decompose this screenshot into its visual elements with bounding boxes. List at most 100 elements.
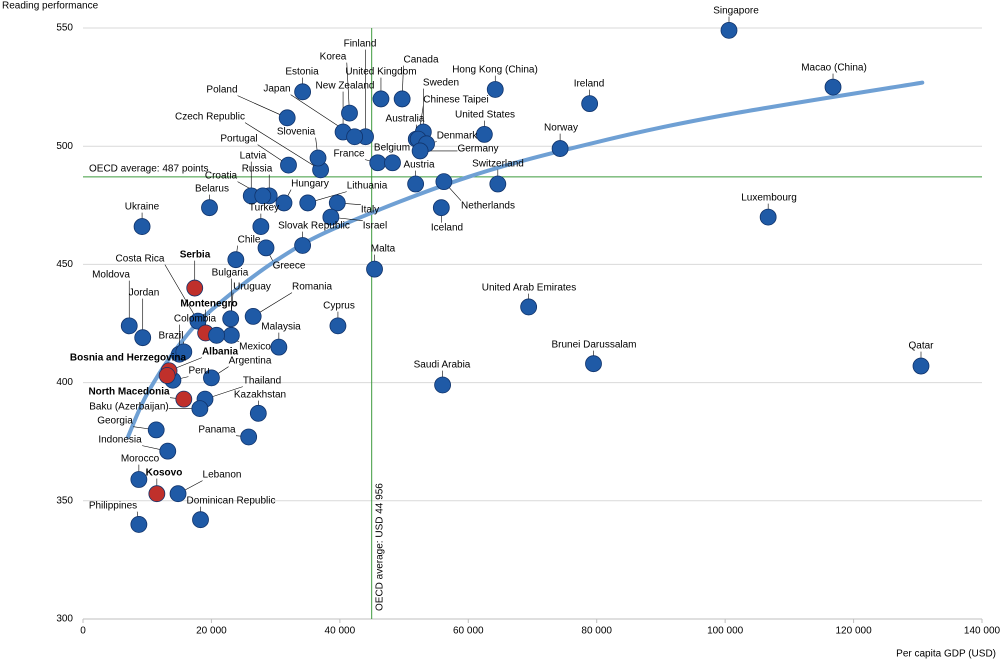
point-label: Latvia <box>240 151 267 162</box>
data-point <box>254 187 272 205</box>
point-label: Russia <box>242 164 273 175</box>
point-label: Lithuania <box>347 181 388 192</box>
data-point <box>244 308 262 325</box>
data-point <box>252 218 270 235</box>
data-point <box>280 156 297 174</box>
point-label: Cyprus <box>323 301 355 312</box>
y-tick-label: 500 <box>56 141 73 152</box>
data-point <box>486 81 504 98</box>
point-label: Portugal <box>220 134 257 145</box>
data-point <box>329 317 347 335</box>
data-point <box>192 511 209 529</box>
data-point <box>134 329 152 347</box>
data-point <box>407 175 425 193</box>
x-tick-label: 120 000 <box>835 626 872 637</box>
point-label: Peru <box>188 366 209 377</box>
point-label: Montenegro <box>180 299 237 310</box>
data-point <box>294 83 312 101</box>
point-label: Croatia <box>205 171 238 182</box>
point-label: Brunei Darussalam <box>551 340 636 351</box>
data-point <box>158 367 176 384</box>
point-label: Morocco <box>121 454 160 465</box>
data-point <box>299 194 317 212</box>
point-label: Japan <box>263 84 290 95</box>
data-point <box>208 326 225 344</box>
x-tick-label: 60 000 <box>453 626 484 637</box>
data-point <box>322 208 340 226</box>
point-label: Canada <box>403 55 438 66</box>
point-label: Iceland <box>431 223 463 234</box>
point-label: Lebanon <box>203 470 242 481</box>
data-point <box>366 260 383 278</box>
data-point <box>189 312 207 330</box>
data-point <box>175 343 193 361</box>
point-label: Turkey <box>249 203 279 214</box>
point-label: Serbia <box>180 250 211 261</box>
data-point <box>432 199 450 217</box>
data-point <box>294 237 312 254</box>
data-point <box>520 298 538 316</box>
point-label: Argentina <box>229 356 272 367</box>
data-point <box>759 208 777 226</box>
x-tick-label: 140 000 <box>964 626 1000 637</box>
data-point <box>203 369 220 387</box>
data-point <box>222 326 240 344</box>
point-label: Jordan <box>129 288 160 299</box>
point-label: Finland <box>344 39 377 50</box>
point-label: Bosnia and Herzegovina <box>70 353 187 364</box>
data-point <box>372 90 390 108</box>
point-label: United Kingdom <box>345 67 416 78</box>
point-label: Brazil <box>158 331 183 342</box>
point-label: Bulgaria <box>212 268 249 279</box>
point-label: Israel <box>363 221 387 232</box>
y-tick-label: 300 <box>56 614 73 625</box>
data-point <box>222 310 240 328</box>
data-point <box>191 400 209 418</box>
data-point <box>120 317 138 335</box>
point-label: Slovak Republic <box>278 221 350 232</box>
points <box>120 21 930 533</box>
data-point <box>270 338 288 356</box>
point-label: Thailand <box>243 376 281 387</box>
point-label: Chile <box>238 235 261 246</box>
point-label: Sweden <box>423 78 459 89</box>
data-point <box>309 149 327 167</box>
y-tick-label: 450 <box>56 259 73 270</box>
point-label: Moldova <box>92 270 130 281</box>
data-point <box>434 376 452 394</box>
point-label: Denmark <box>437 131 479 142</box>
point-label: Romania <box>292 282 332 293</box>
point-label: Hong Kong (China) <box>452 65 538 76</box>
point-label: Georgia <box>97 416 133 427</box>
point-label: Luxembourg <box>741 193 797 204</box>
data-point <box>475 125 493 143</box>
y-tick-label: 400 <box>56 377 73 388</box>
point-label: Italy <box>361 205 379 216</box>
x-tick-label: 80 000 <box>581 626 612 637</box>
point-label: Dominican Republic <box>187 496 276 507</box>
point-label: Netherlands <box>461 201 515 212</box>
point-label: Qatar <box>908 341 934 352</box>
point-label: Ukraine <box>125 202 160 213</box>
point-label: Malaysia <box>261 322 301 333</box>
point-label: Albania <box>202 347 239 358</box>
data-point <box>249 404 267 422</box>
data-point <box>257 239 275 257</box>
y-tick-label: 350 <box>56 495 73 506</box>
data-point <box>384 154 401 172</box>
point-label: Korea <box>320 52 347 63</box>
data-point <box>278 109 296 127</box>
point-label: Estonia <box>285 67 319 78</box>
data-point <box>130 471 148 488</box>
point-label: Belarus <box>195 184 229 195</box>
data-point <box>175 390 193 408</box>
data-point <box>341 104 358 122</box>
point-label: Poland <box>206 85 237 96</box>
point-label: Saudi Arabia <box>414 360 471 371</box>
data-point <box>227 251 245 269</box>
data-point <box>159 442 177 460</box>
point-label: United Arab Emirates <box>482 283 577 294</box>
y-axis-title: Reading performance <box>2 1 99 12</box>
